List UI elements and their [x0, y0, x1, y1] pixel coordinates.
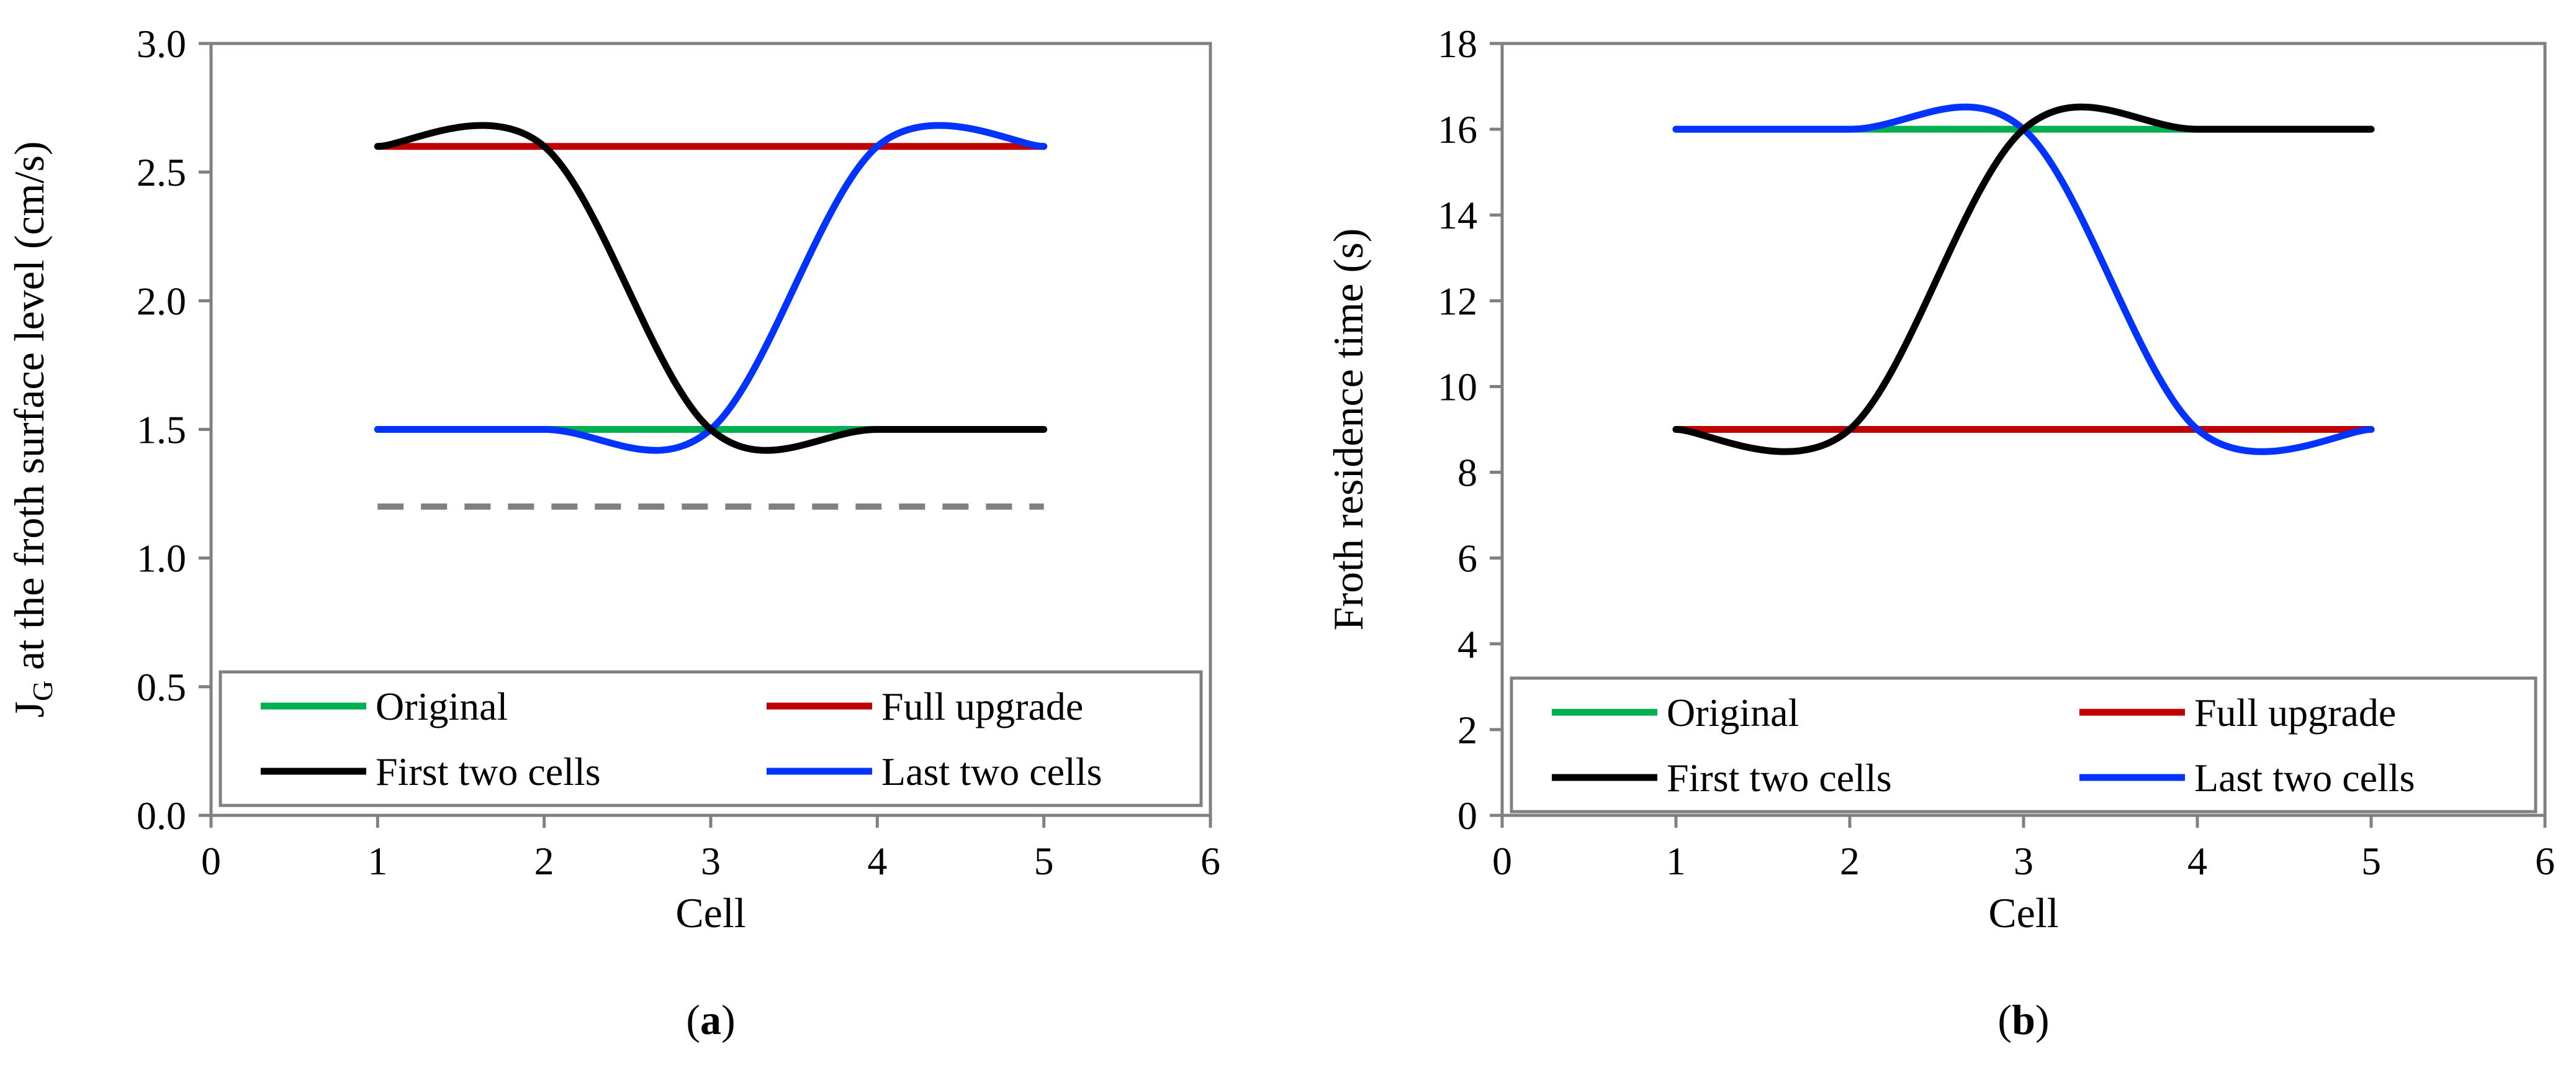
- panel-label-close: ): [2035, 996, 2050, 1043]
- y-axis-label: Froth residence time (s): [1325, 229, 1372, 631]
- legend-label: First two cells: [1667, 756, 1892, 800]
- x-tick-label: 2: [534, 839, 554, 883]
- y-tick-label: 12: [1438, 279, 1477, 323]
- panel-label: (b): [1997, 996, 2049, 1043]
- x-tick-label: 0: [201, 839, 221, 883]
- x-tick-label: 3: [701, 839, 721, 883]
- y-tick-label: 6: [1457, 537, 1477, 581]
- y-tick-label: 2.5: [137, 150, 186, 194]
- y-tick-label: 1.5: [137, 408, 186, 452]
- y-axis-label-sub: G: [27, 681, 58, 701]
- x-tick-label: 4: [867, 839, 887, 883]
- x-tick-label: 1: [1666, 839, 1686, 883]
- legend-label: Original: [1667, 691, 1799, 735]
- x-tick-label: 6: [1200, 839, 1220, 883]
- legend-label: Last two cells: [2194, 756, 2415, 800]
- y-tick-label: 2: [1457, 708, 1477, 752]
- x-tick-label: 5: [1034, 839, 1054, 883]
- x-axis-label: Cell: [675, 889, 745, 936]
- x-tick-label: 1: [367, 839, 387, 883]
- y-axis-label-main: J: [6, 701, 53, 717]
- y-tick-label: 16: [1438, 107, 1477, 152]
- y-axis-label: JG at the froth surface level (cm/s): [6, 141, 58, 717]
- x-tick-label: 2: [1840, 839, 1860, 883]
- series-line-last-two-cells: [374, 122, 1048, 454]
- x-axis-label: Cell: [1988, 889, 2058, 936]
- y-tick-label: 0: [1457, 794, 1477, 838]
- legend-label: Full upgrade: [881, 684, 1083, 728]
- y-tick-label: 0.0: [137, 794, 186, 838]
- panel-label-open: (: [686, 996, 700, 1043]
- y-axis-label-main: Froth residence time (s): [1325, 229, 1372, 631]
- legend-box: [218, 670, 1203, 807]
- y-tick-label: 1.0: [137, 537, 186, 581]
- x-tick-label: 3: [2014, 839, 2033, 883]
- x-tick-label: 5: [2361, 839, 2381, 883]
- y-tick-label: 14: [1438, 193, 1477, 237]
- panel-label: (a): [686, 996, 735, 1043]
- chart-panel-a: 0 1 2 3 4 5 6 0.0 0.5 1.0 1.5 2.0 2.5 3.0 Cell JG at th…: [6, 22, 1220, 1043]
- y-tick-label: 10: [1438, 365, 1477, 409]
- series-line-last-two-cells: [1672, 103, 2375, 455]
- y-axis-label-rest: at the froth surface level (cm/s): [6, 141, 53, 681]
- legend-label: Original: [376, 684, 508, 728]
- y-tick-label: 2.0: [137, 279, 186, 323]
- panel-label-letter: b: [2012, 996, 2035, 1043]
- y-tick-label: 18: [1438, 22, 1477, 66]
- legend-label: First two cells: [376, 750, 601, 794]
- x-tick-label: 6: [2535, 839, 2555, 883]
- panel-label-open: (: [1997, 996, 2012, 1043]
- legend-label: Last two cells: [881, 750, 1102, 794]
- legend-box: [1510, 676, 2538, 813]
- x-tick-label: 0: [1492, 839, 1512, 883]
- panel-label-close: ): [721, 996, 736, 1043]
- x-tick-label: 4: [2187, 839, 2207, 883]
- y-tick-label: 0.5: [137, 665, 186, 709]
- series-line-first-two-cells: [1672, 103, 2375, 455]
- y-tick-label: 8: [1457, 451, 1477, 495]
- panel-label-letter: a: [700, 996, 721, 1043]
- legend-label: Full upgrade: [2194, 691, 2396, 735]
- y-tick-label: 3.0: [137, 22, 186, 66]
- y-tick-label: 4: [1457, 622, 1477, 666]
- series-line-first-two-cells: [374, 122, 1048, 454]
